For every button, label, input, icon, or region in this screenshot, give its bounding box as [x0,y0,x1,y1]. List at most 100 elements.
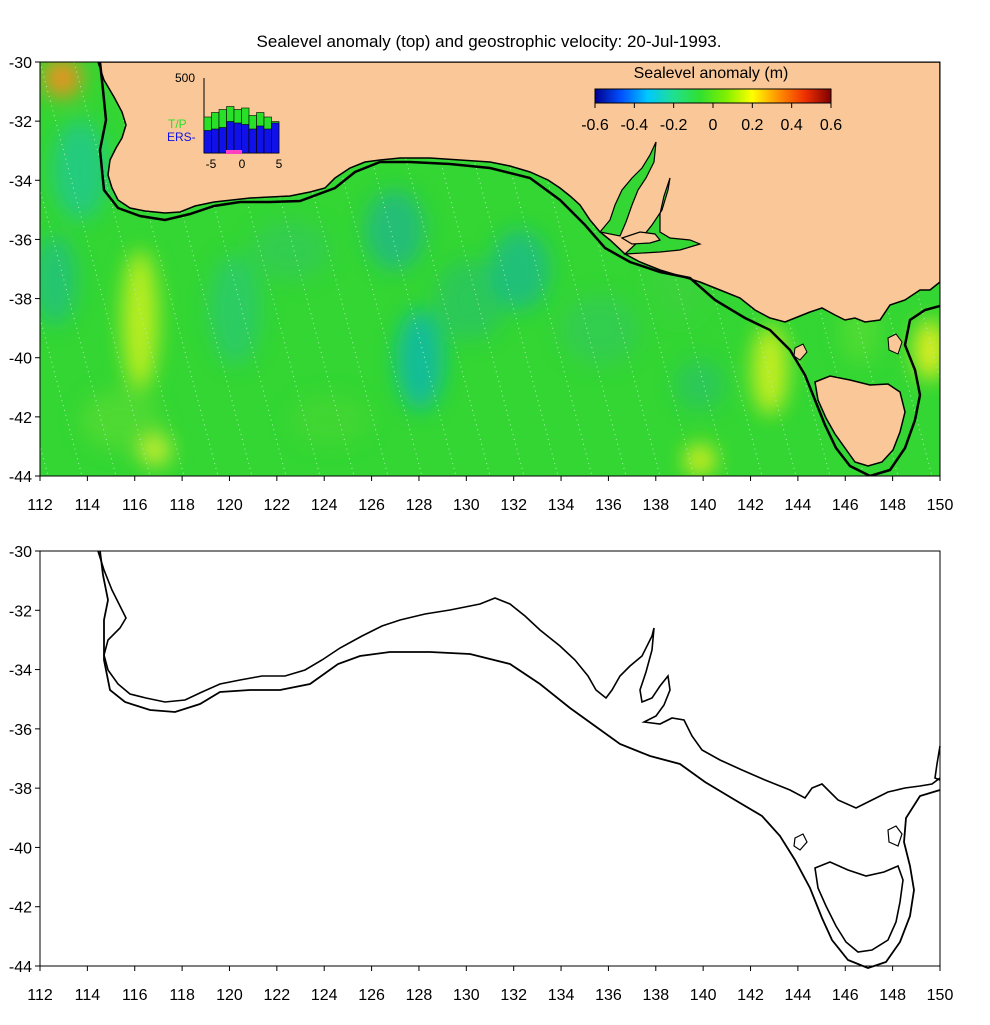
x-tick-label: 126 [358,497,385,514]
bottom-tasmania [814,861,904,953]
bottom-x-ticks: 112 114 116 118 120 122 124 126 128 130 132 134 136 1… [27,966,953,1004]
x-tick-label: 148 [879,497,906,514]
island-flinders [887,333,903,355]
y-tick-label: -36 [9,232,32,249]
inset-x-tick-label: 0 [239,157,246,171]
y-tick-label: -34 [9,663,32,680]
bottom-east-coast [934,745,941,781]
top-y-ticks: -30 -32 -34 -36 -38 -40 -42 -44 [9,55,40,486]
x-tick-label: 134 [548,987,575,1004]
x-tick-label: 144 [785,497,812,514]
x-tick-label: 120 [216,987,243,1004]
inset-bar-ers [233,122,242,154]
x-tick-label: 136 [595,497,622,514]
y-tick-label: -30 [9,55,32,72]
inset-x-tick-label: -5 [206,157,217,171]
y-tick-label: -32 [9,114,32,131]
colorbar-title: Sealevel anomaly (m) [634,65,789,82]
inset-bar-ers [218,127,227,154]
gulf-spencer [598,141,657,237]
inset-bar-ers [248,128,257,154]
anomaly-field [40,62,940,476]
x-tick-label: 128 [406,987,433,1004]
x-tick-label: 138 [642,987,669,1004]
figure-title: Sealevel anomaly (top) and geostrophic v… [257,32,722,51]
inset-histogram: 500 T/P ERS- -5 0 5 [167,71,283,171]
inset-legend-tp: T/P [168,117,187,131]
x-tick-label: 112 [27,987,53,1004]
x-tick-label: 118 [169,497,195,514]
x-tick-label: 114 [75,497,101,514]
inset-bar-ers [203,130,212,154]
x-tick-label: 146 [832,497,859,514]
bottom-island-king [793,833,808,851]
bottom-shelf-contour [99,550,941,969]
colorbar-tick-label: -0.4 [621,117,649,134]
inset-x-tick-label: 5 [276,157,283,171]
x-tick-label: 120 [216,497,243,514]
land-western-australia [97,62,940,323]
x-tick-label: 150 [927,497,954,514]
colorbar-tick-label: -0.6 [581,117,609,134]
x-tick-label: 132 [500,987,527,1004]
colorbar-tick-label: 0.2 [741,117,763,134]
y-tick-label: -38 [9,781,32,798]
y-tick-label: -34 [9,173,32,190]
bottom-island-flinders [887,825,903,847]
satellite-track [958,62,990,476]
x-tick-label: 116 [122,497,148,514]
bottom-map-panel: -30 -32 -34 -36 -38 -40 -42 -44 112 114 116 118 120… [9,544,954,1004]
x-tick-label: 122 [263,497,290,514]
x-tick-label: 146 [832,987,859,1004]
bottom-background [40,551,940,966]
y-tick-label: -44 [9,469,32,486]
x-tick-label: 140 [690,987,717,1004]
x-tick-label: 132 [500,497,527,514]
bottom-plot-frame [39,550,941,967]
x-tick-label: 134 [548,497,575,514]
island-kangaroo [620,231,662,245]
shelf-contour [98,62,940,476]
x-tick-label: 118 [169,987,195,1004]
inset-bar-ers [263,128,272,154]
y-tick-label: -44 [9,959,32,976]
colorbar-ticks: -0.6 -0.4 -0.2 0 0.2 0.4 0.6 [581,103,842,134]
y-tick-label: -30 [9,544,32,561]
colorbar-tick-label: 0.6 [820,117,842,134]
x-tick-label: 114 [75,987,101,1004]
colorbar-tick-label: -0.2 [660,117,688,134]
island-tasmania [814,375,906,467]
x-tick-label: 142 [737,987,764,1004]
x-tick-label: 150 [927,987,954,1004]
y-tick-label: -40 [9,840,32,857]
y-tick-label: -32 [9,603,32,620]
inset-bar-ers [241,124,250,154]
inset-bar-ers [226,121,235,154]
inset-x-ticks: -5 0 5 [206,157,283,171]
x-tick-label: 142 [737,497,764,514]
x-tick-label: 116 [122,987,148,1004]
x-tick-label: 130 [453,497,480,514]
inset-legend-ers: ERS- [167,130,196,144]
x-tick-label: 126 [358,987,385,1004]
colorbar-gradient [594,88,832,104]
x-tick-label: 112 [27,497,53,514]
inset-bar-ers [271,122,280,154]
inset-bars [203,106,280,154]
colorbar-tick-label: 0 [709,117,718,134]
x-tick-label: 124 [311,497,338,514]
top-x-ticks: 112 114 116 118 120 122 124 126 128 130 132 134 136 1… [27,476,953,514]
bottom-y-ticks: -30 -32 -34 -36 -38 -40 -42 -44 [9,544,40,976]
inset-bar-ers [211,128,220,154]
x-tick-label: 140 [690,497,717,514]
x-tick-label: 130 [453,987,480,1004]
colorbar: Sealevel anomaly (m) -0.6 -0.4 -0.2 0 0.2 0.4… [581,65,842,134]
x-tick-label: 136 [595,987,622,1004]
y-tick-label: -42 [9,900,32,917]
y-tick-label: -42 [9,410,32,427]
colorbar-tick-label: 0.4 [781,117,803,134]
x-tick-label: 128 [406,497,433,514]
top-map-panel: Sealevel anomaly (m) -0.6 -0.4 -0.2 0 0.2 0.4… [9,55,990,514]
